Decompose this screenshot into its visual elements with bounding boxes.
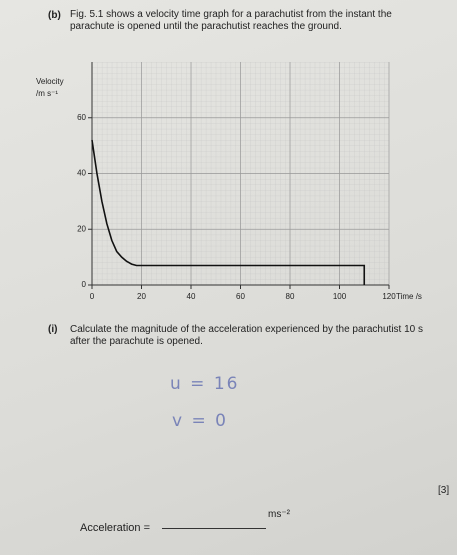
y-tick-label: 0 <box>82 280 87 289</box>
handwriting: u = 16 <box>170 374 240 394</box>
question-text: Fig. 5.1 shows a velocity time graph for… <box>70 9 392 32</box>
x-tick-label: 60 <box>236 292 245 301</box>
part-label: (i) <box>48 324 58 335</box>
x-tick-label: 0 <box>90 292 95 301</box>
question-label: (b) <box>48 10 61 21</box>
chart: Velocity /m s⁻¹ Time /s 0 20 40 60 0 20 40 60 80… <box>36 62 422 301</box>
x-tick-label: 100 <box>333 292 347 301</box>
answer-line <box>162 528 266 529</box>
marks: [3] <box>438 485 450 496</box>
answer-unit: ms⁻² <box>268 509 290 520</box>
y-tick-label: 60 <box>77 113 86 122</box>
y-label: Velocity <box>36 77 64 86</box>
y-tick-label: 40 <box>77 169 86 178</box>
part-text: Calculate the magnitude of the accelerat… <box>70 324 423 347</box>
answer-label: Acceleration = <box>80 522 151 534</box>
x-tick-label: 40 <box>187 292 196 301</box>
y-tick-label: 20 <box>77 224 86 233</box>
x-tick-label: 20 <box>137 292 146 301</box>
x-tick-label: 80 <box>286 292 295 301</box>
y-label-unit: /m s⁻¹ <box>36 89 58 98</box>
data-line <box>91 139 366 285</box>
handwriting: v = 0 <box>172 411 228 431</box>
x-label: Time /s <box>396 292 422 301</box>
x-tick-label: 120 <box>382 292 396 301</box>
